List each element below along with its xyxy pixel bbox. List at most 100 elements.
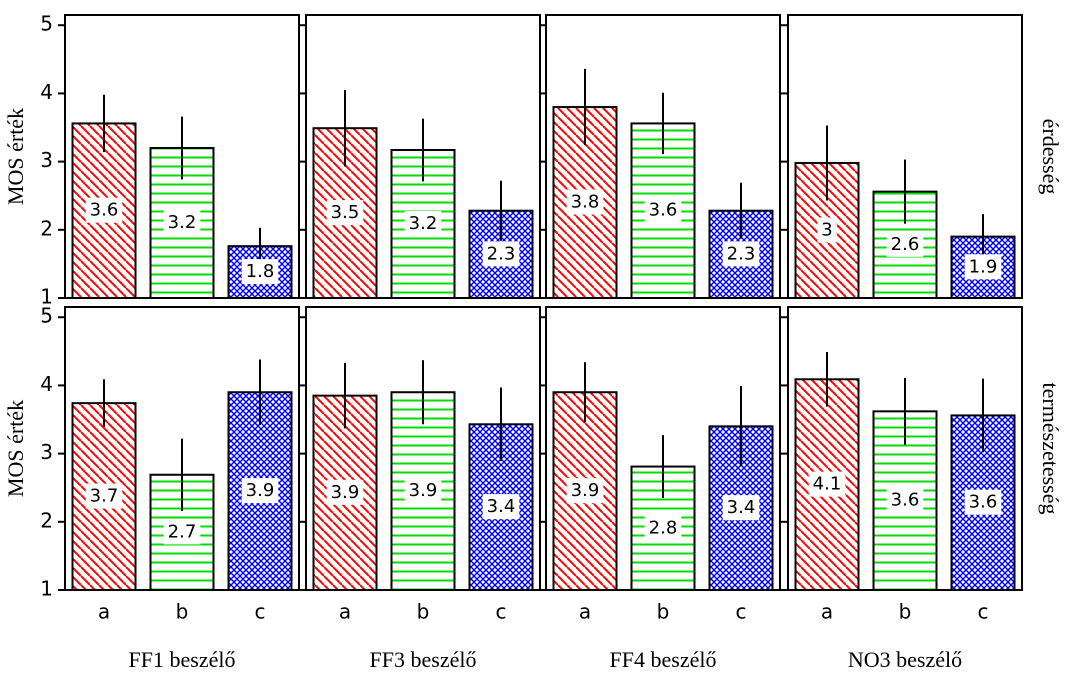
value-label: 3.6 — [90, 200, 119, 221]
value-label-group: 2.6 — [886, 231, 924, 257]
value-label-bg — [241, 478, 279, 504]
x-tick-label: a — [339, 600, 351, 624]
row-label: érdesség — [1038, 119, 1063, 195]
value-label-bg — [482, 241, 520, 267]
value-label-group: 1.8 — [241, 259, 279, 285]
value-label-group: 3.5 — [326, 200, 364, 226]
value-label-bg — [326, 200, 364, 226]
x-tick-label: b — [176, 600, 189, 624]
value-label-bg — [566, 478, 604, 504]
x-tick-label: c — [496, 600, 507, 624]
value-label: 3 — [821, 219, 832, 240]
value-label-group: 3 — [817, 217, 837, 243]
value-label-group: 3.9 — [241, 478, 279, 504]
panel-frame — [305, 14, 541, 299]
value-label: 2.8 — [649, 517, 678, 538]
value-label-group: 2.3 — [482, 241, 520, 267]
value-label: 3.9 — [331, 482, 360, 503]
value-label: 4.1 — [813, 474, 842, 495]
value-label-group: 3.9 — [566, 478, 604, 504]
value-label-bg — [886, 231, 924, 257]
value-label: 3.4 — [727, 497, 756, 518]
value-label-bg — [404, 211, 442, 237]
y-axis-label: MOS érték — [3, 400, 28, 497]
y-tick-label: 4 — [40, 80, 53, 104]
panel-frame — [305, 306, 541, 591]
value-label-group: 3.2 — [404, 211, 442, 237]
value-label: 3.6 — [969, 492, 998, 513]
x-axis-label: NO3 beszélő — [848, 647, 962, 672]
panel-frame — [64, 14, 300, 299]
value-label-group: 2.7 — [163, 519, 201, 545]
value-label-bg — [722, 495, 760, 521]
value-label-bg — [964, 254, 1002, 280]
value-label-bg — [808, 471, 846, 497]
value-label: 3.9 — [246, 480, 275, 501]
y-tick-label: 4 — [40, 372, 53, 396]
y-tick-label: 5 — [40, 304, 53, 328]
value-label-group: 3.6 — [886, 487, 924, 513]
bar-pattern — [390, 391, 456, 591]
value-label-bg — [85, 197, 123, 223]
value-label: 3.9 — [409, 480, 438, 501]
value-label-bg — [964, 489, 1002, 515]
value-label-bg — [241, 259, 279, 285]
value-label-group: 3.6 — [964, 489, 1002, 515]
value-label-group: 3.7 — [85, 483, 123, 509]
value-label-bg — [886, 487, 924, 513]
value-label-bg — [163, 519, 201, 545]
y-tick-label: 2 — [40, 216, 53, 240]
value-label: 1.8 — [246, 261, 275, 282]
value-label-bg — [722, 241, 760, 267]
value-label: 3.6 — [649, 200, 678, 221]
value-label-bg — [566, 189, 604, 215]
value-label: 2.3 — [487, 243, 516, 264]
x-tick-label: b — [417, 600, 430, 624]
y-tick-label: 3 — [40, 148, 53, 172]
value-label-group: 3.9 — [326, 479, 364, 505]
value-label: 3.5 — [331, 202, 360, 223]
value-label-bg — [817, 217, 837, 243]
value-label-bg — [644, 515, 682, 541]
value-label-bg — [482, 494, 520, 520]
panel-frame — [787, 14, 1023, 299]
value-label-group: 2.3 — [722, 241, 760, 267]
value-label: 3.2 — [168, 212, 197, 233]
value-label: 3.4 — [487, 496, 516, 517]
value-label: 1.9 — [969, 256, 998, 277]
x-tick-label: c — [978, 600, 989, 624]
value-label-bg — [404, 478, 442, 504]
x-tick-label: b — [899, 600, 912, 624]
value-label-group: 3.8 — [566, 189, 604, 215]
value-label: 3.6 — [891, 490, 920, 511]
value-label: 3.9 — [571, 480, 600, 501]
value-label-group: 1.9 — [964, 254, 1002, 280]
y-tick-label: 5 — [40, 12, 53, 36]
x-axis-label: FF3 beszélő — [370, 647, 477, 672]
value-label: 2.7 — [168, 521, 197, 542]
panel-frame — [787, 306, 1023, 591]
x-tick-label: b — [657, 600, 670, 624]
y-tick-label: 2 — [40, 508, 53, 532]
y-axis-label: MOS érték — [3, 108, 28, 205]
value-label: 3.8 — [571, 192, 600, 213]
row-label: természetesség — [1038, 383, 1063, 515]
value-label-group: 3.4 — [482, 494, 520, 520]
value-label-group: 3.2 — [163, 209, 201, 235]
x-tick-label: a — [579, 600, 591, 624]
value-label-group: 3.4 — [722, 495, 760, 521]
x-axis-label: FF4 beszélő — [610, 647, 717, 672]
value-label-bg — [85, 483, 123, 509]
value-label-group: 2.8 — [644, 515, 682, 541]
value-label-group: 3.9 — [404, 478, 442, 504]
value-label: 3.7 — [90, 486, 119, 507]
value-label-group: 3.6 — [644, 197, 682, 223]
value-label: 2.6 — [891, 234, 920, 255]
panel-frame — [64, 306, 300, 591]
panel-frame — [545, 14, 781, 299]
value-label-bg — [326, 479, 364, 505]
y-tick-label: 1 — [40, 285, 53, 309]
value-label-group: 3.6 — [85, 197, 123, 223]
x-tick-label: a — [821, 600, 833, 624]
